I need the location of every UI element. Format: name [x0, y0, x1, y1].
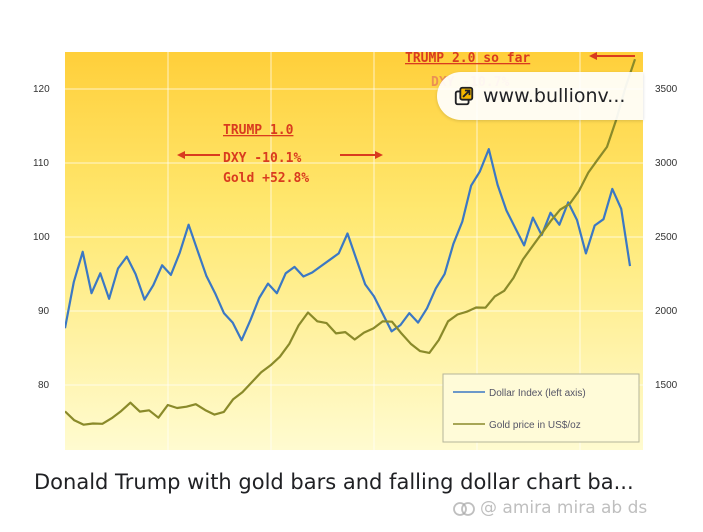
series-line-gold-price	[65, 58, 637, 426]
right-axis-tick-1500: 1500	[655, 380, 678, 391]
left-axis-tick-100: 100	[33, 232, 50, 243]
left-axis-tick-90: 90	[38, 306, 50, 317]
right-axis-tick-3500: 3500	[655, 84, 678, 95]
image-caption-link[interactable]: Donald Trump with gold bars and falling …	[34, 470, 634, 494]
right-axis-tick-2500: 2500	[655, 232, 678, 243]
watermark-text: @ amira mira ab ds	[480, 498, 648, 518]
trump1-title-annotation: TRUMP 1.0	[223, 123, 294, 138]
trump1-right-arrowhead	[375, 151, 383, 159]
threads-logo-icon	[453, 502, 475, 516]
trump1-left-arrowhead	[177, 151, 185, 159]
trump1-dxy-annotation: DXY -10.1%	[223, 151, 301, 166]
right-axis-tick-3000: 3000	[655, 158, 678, 169]
legend-entry-gold: Gold price in US$/oz	[489, 420, 581, 431]
right-axis-tick-2000: 2000	[655, 306, 678, 317]
watermark: @ amira mira ab ds	[452, 498, 647, 518]
external-link-icon	[454, 86, 474, 106]
left-axis-tick-110: 110	[33, 158, 49, 169]
chart-legend: Dollar Index (left axis) Gold price in U…	[442, 373, 640, 443]
source-link-chip[interactable]: www.bullionv...	[437, 72, 643, 120]
trump1-gold-annotation: Gold +52.8%	[223, 171, 309, 186]
left-axis-tick-120: 120	[33, 84, 50, 95]
source-domain: www.bullionv...	[483, 85, 626, 107]
left-axis-tick-80: 80	[38, 380, 50, 391]
trump2-arrowhead	[589, 52, 597, 60]
trump2-title-annotation: TRUMP 2.0 so far	[405, 52, 530, 66]
series-line-dollar-index	[65, 148, 632, 342]
legend-entry-dollar: Dollar Index (left axis)	[489, 388, 586, 399]
